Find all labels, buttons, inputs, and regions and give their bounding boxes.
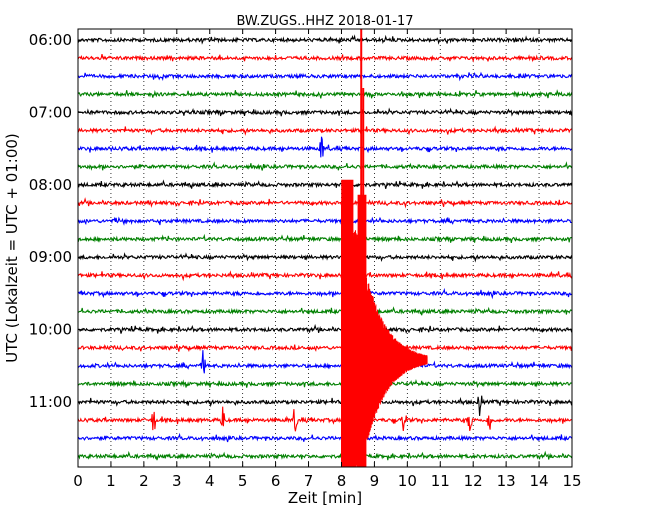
trace-row (77, 34, 573, 45)
trace-row (77, 287, 573, 300)
x-tick-label: 15 (562, 472, 581, 490)
trace-row (77, 270, 573, 282)
x-tick-label: 7 (304, 472, 314, 490)
x-tick-label: 13 (497, 472, 516, 490)
x-tick-label: 8 (337, 472, 347, 490)
y-tick-label: 09:00 (29, 248, 72, 266)
x-tick-label: 6 (271, 472, 281, 490)
trace-row (77, 378, 573, 389)
trace-row (77, 53, 573, 63)
trace-row (77, 450, 573, 461)
x-tick-label: 0 (73, 472, 83, 490)
traces (77, 29, 573, 467)
trace-row (77, 125, 572, 136)
y-tick-label: 11:00 (29, 393, 72, 411)
x-tick-label: 5 (238, 472, 248, 490)
x-tick-label: 1 (106, 472, 116, 490)
trace-row (77, 406, 573, 432)
trace-row (77, 233, 573, 244)
x-axis-label: Zeit [min] (288, 489, 362, 507)
y-tick-label: 06:00 (29, 31, 72, 49)
y-tick-label: 08:00 (29, 176, 72, 194)
y-axis-label: UTC (Lokalzeit = UTC + 01:00) (3, 133, 21, 363)
x-tick-label: 2 (139, 472, 149, 490)
trace-row (77, 89, 573, 99)
x-tick-label: 4 (205, 472, 215, 490)
earthquake-body (341, 179, 367, 467)
x-tick-label: 9 (370, 472, 380, 490)
x-tick-label: 11 (431, 472, 450, 490)
trace-row (77, 197, 573, 209)
y-tick-label: 10:00 (29, 321, 72, 339)
chart-title: BW.ZUGS..HHZ 2018-01-17 (236, 14, 413, 29)
plot-frame (77, 28, 573, 468)
trace-row (77, 71, 573, 82)
trace-row (78, 306, 573, 316)
x-tick-label: 14 (530, 472, 549, 490)
x-tick-label: 3 (172, 472, 182, 490)
trace-row (77, 343, 573, 353)
y-tick-label: 07:00 (29, 103, 72, 121)
trace-row (77, 395, 573, 416)
trace-row (77, 161, 573, 171)
trace-row (77, 216, 572, 226)
trace-row (77, 136, 573, 158)
ticks: 0 1 2 3 4 5 6 7 8 9 10 11 12 13 14 1506:0007:0008:0009:… (29, 29, 582, 490)
trace-row (77, 432, 573, 443)
x-tick-label: 10 (398, 472, 417, 490)
trace-row (77, 350, 573, 374)
x-tick-label: 12 (464, 472, 483, 490)
trace-row (77, 252, 573, 263)
trace-row (77, 179, 573, 189)
trace-row (77, 107, 573, 117)
trace-row (77, 323, 573, 335)
